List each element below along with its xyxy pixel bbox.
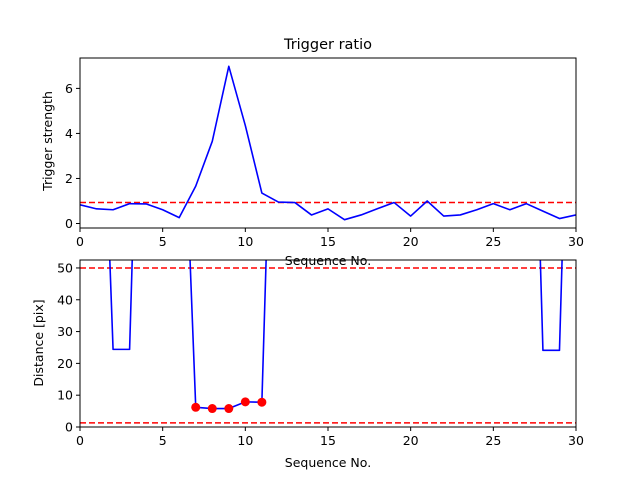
x-tick-label: 10 xyxy=(237,433,253,448)
plot-frame xyxy=(79,259,577,428)
y-tick-label: 2 xyxy=(65,171,73,186)
y-tick-label: 0 xyxy=(65,216,73,231)
x-tick-label: 25 xyxy=(485,433,501,448)
data-point xyxy=(191,402,201,412)
y-tick-label: 6 xyxy=(65,81,73,96)
x-axis-label: Sequence No. xyxy=(285,455,371,470)
y-tick-label: 30 xyxy=(57,324,73,339)
data-point xyxy=(240,397,250,407)
x-tick-label: 5 xyxy=(159,433,167,448)
y-tick-label: 50 xyxy=(57,260,73,275)
plot-frame xyxy=(79,57,577,229)
x-tick-label: 25 xyxy=(485,234,501,249)
x-tick-label: 15 xyxy=(320,433,336,448)
x-tick-label: 20 xyxy=(403,234,419,249)
x-tick-label: 15 xyxy=(320,234,336,249)
x-tick-label: 0 xyxy=(76,234,84,249)
distance-chart: Distance [pix] Sequence No. 0 5 10 15 20 25 30… xyxy=(31,259,584,470)
chart-title: Trigger ratio xyxy=(283,37,372,53)
y-tick-label: 20 xyxy=(57,356,73,371)
y-tick-label: 4 xyxy=(65,126,73,141)
series-line xyxy=(80,65,576,221)
x-tick-label: 5 xyxy=(159,234,167,249)
y-tick-label: 40 xyxy=(57,292,73,307)
y-tick-label: 10 xyxy=(57,388,73,403)
y-axis-label: Distance [pix] xyxy=(31,299,46,386)
x-tick-label: 0 xyxy=(76,433,84,448)
data-point xyxy=(224,404,234,414)
x-tick-label: 30 xyxy=(568,433,584,448)
y-axis-label: Trigger strength xyxy=(40,91,55,192)
y-tick-label: 0 xyxy=(65,420,73,435)
trigger-ratio-chart: Trigger ratio Trigger strength Sequence … xyxy=(40,37,584,268)
data-point xyxy=(257,397,267,407)
x-tick-label: 20 xyxy=(403,433,419,448)
x-tick-label: 10 xyxy=(237,234,253,249)
data-point xyxy=(207,404,217,414)
x-tick-label: 30 xyxy=(568,234,584,249)
